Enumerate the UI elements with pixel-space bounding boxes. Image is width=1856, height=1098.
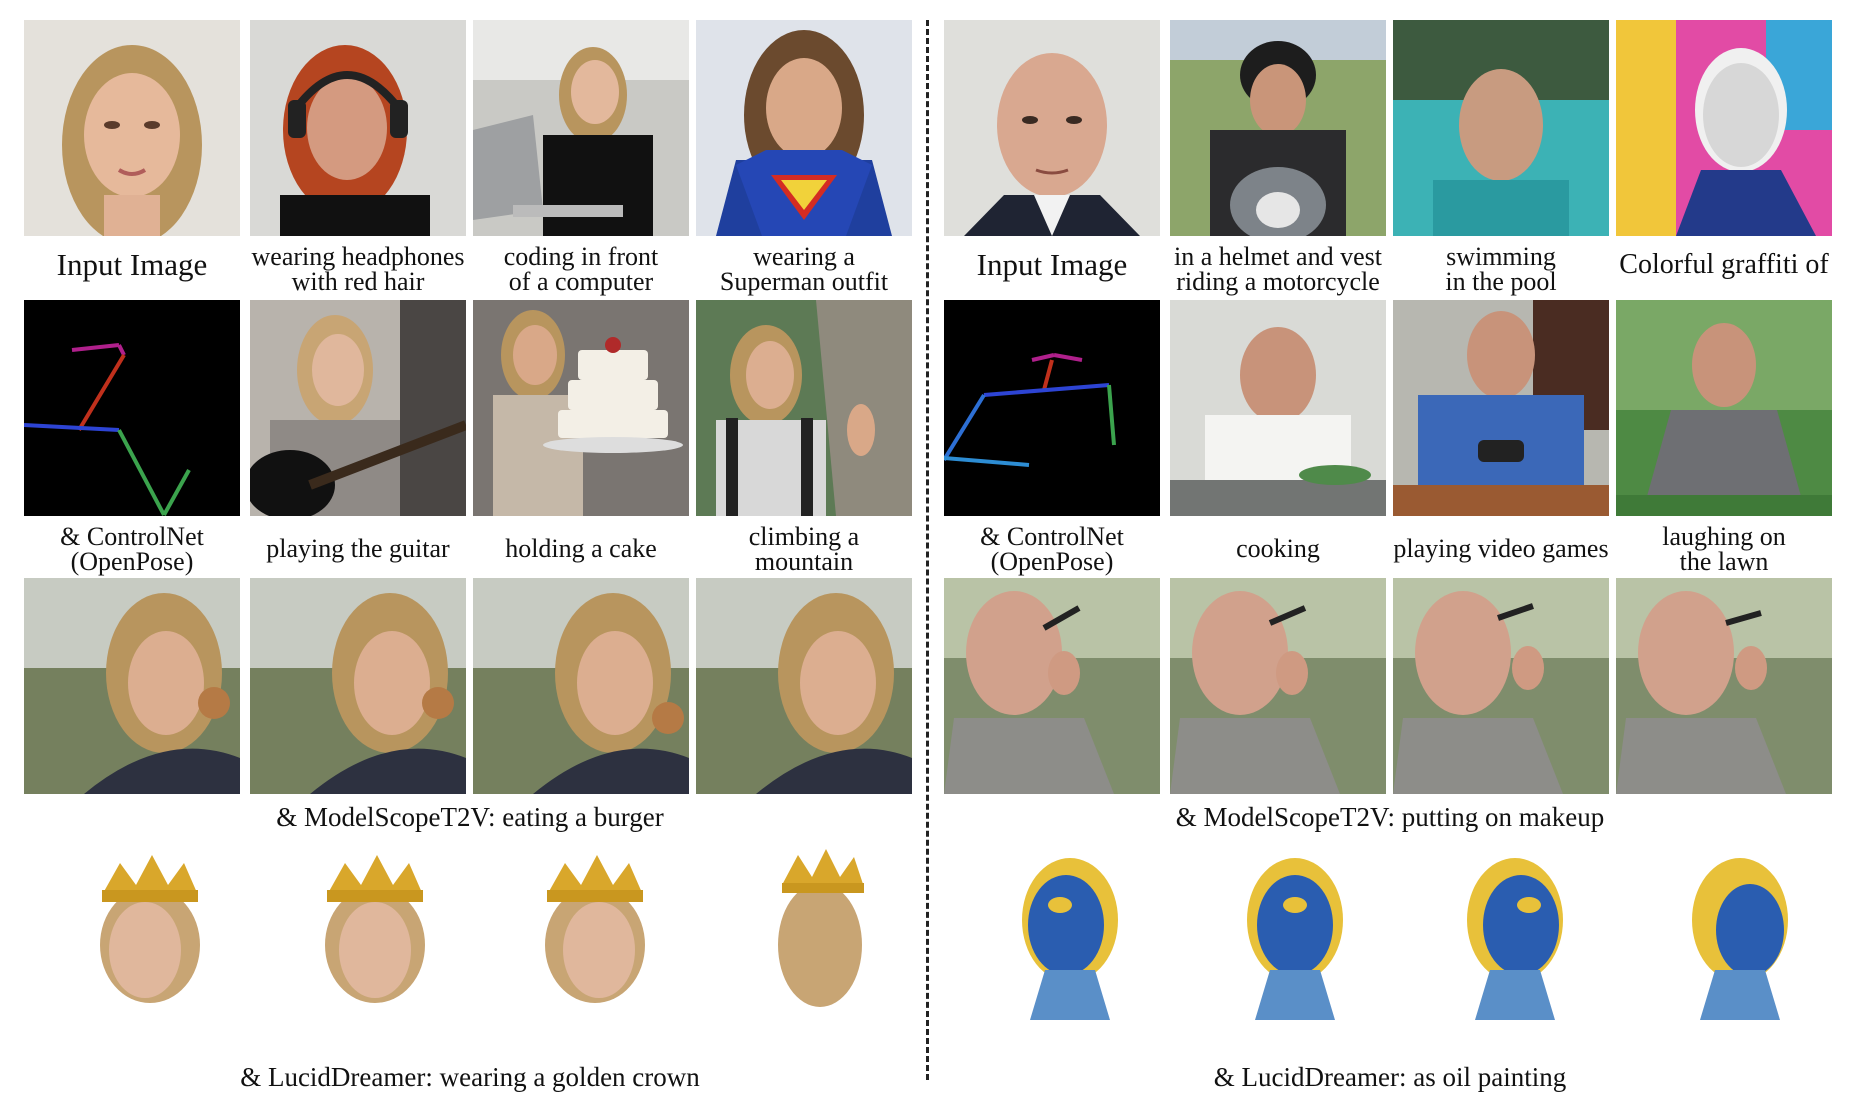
headphones-red-hair-image xyxy=(250,20,466,236)
video-frame-right-4 xyxy=(1616,578,1832,794)
swimming-pool-image xyxy=(1393,20,1609,236)
caption-lawn: laughing on the lawn xyxy=(1662,522,1786,576)
caption-controlnet-right: & ControlNet (OpenPose) xyxy=(980,522,1124,576)
playing-guitar-image xyxy=(250,300,466,516)
crown-head-view-1 xyxy=(80,845,220,1015)
superman-outfit-image xyxy=(696,20,912,236)
graffiti-image xyxy=(1616,20,1832,236)
coding-computer-image xyxy=(473,20,689,236)
caption-motorcycle: in a helmet and vest riding a motorcycle xyxy=(1174,242,1382,296)
caption-cake: holding a cake xyxy=(505,534,657,563)
cooking-image xyxy=(1170,300,1386,516)
oil-head-view-3 xyxy=(1445,845,1585,1025)
caption-input-image-right: Input Image xyxy=(976,247,1128,282)
oil-head-view-1 xyxy=(1000,845,1140,1025)
caption-video-games: playing video games xyxy=(1393,534,1609,563)
video-frame-right-1 xyxy=(944,578,1160,794)
left-panel: Input Image wearing headphones with red … xyxy=(20,0,920,1098)
video-frame-4 xyxy=(696,578,912,794)
video-games-image xyxy=(1393,300,1609,516)
caption-superman: wearing a Superman outfit xyxy=(719,242,889,296)
video-caption-left: & ModelScopeT2V: eating a burger xyxy=(276,802,664,832)
climbing-mountain-image xyxy=(696,300,912,516)
three-d-caption-right: & LucidDreamer: as oil painting xyxy=(1213,1062,1567,1092)
holding-cake-image xyxy=(473,300,689,516)
input-image-woman xyxy=(24,20,240,236)
video-frame-right-3 xyxy=(1393,578,1609,794)
caption-graffiti: Colorful graffiti of xyxy=(1619,249,1829,280)
three-d-caption-left: & LucidDreamer: wearing a golden crown xyxy=(240,1062,700,1092)
crown-head-view-3 xyxy=(525,845,665,1015)
crown-head-view-2 xyxy=(305,845,445,1015)
video-frame-3 xyxy=(473,578,689,794)
video-caption-right: & ModelScopeT2V: putting on makeup xyxy=(1175,802,1605,832)
oil-head-view-4 xyxy=(1670,845,1810,1025)
caption-coding: coding in front of a computer xyxy=(503,242,659,296)
video-frame-1 xyxy=(24,578,240,794)
video-frame-right-2 xyxy=(1170,578,1386,794)
input-image-man xyxy=(944,20,1160,236)
crown-head-view-4 xyxy=(750,845,890,1015)
laughing-lawn-image xyxy=(1616,300,1832,516)
video-frame-2 xyxy=(250,578,466,794)
helmet-motorcycle-image xyxy=(1170,20,1386,236)
caption-controlnet: & ControlNet (OpenPose) xyxy=(60,522,204,576)
caption-headphones: wearing headphones with red hair xyxy=(251,242,465,296)
caption-swimming: swimming in the pool xyxy=(1445,242,1557,296)
right-panel: Input Image in a helmet and vest riding … xyxy=(940,0,1840,1098)
caption-climbing: climbing a mountain xyxy=(748,522,860,576)
caption-guitar: playing the guitar xyxy=(266,534,450,563)
caption-cooking: cooking xyxy=(1236,534,1320,563)
panel-divider xyxy=(926,20,929,1080)
caption-input-image: Input Image xyxy=(56,247,208,282)
oil-head-view-2 xyxy=(1225,845,1365,1025)
openpose-skeleton-image xyxy=(24,300,240,516)
openpose-skeleton-image-right xyxy=(944,300,1160,516)
